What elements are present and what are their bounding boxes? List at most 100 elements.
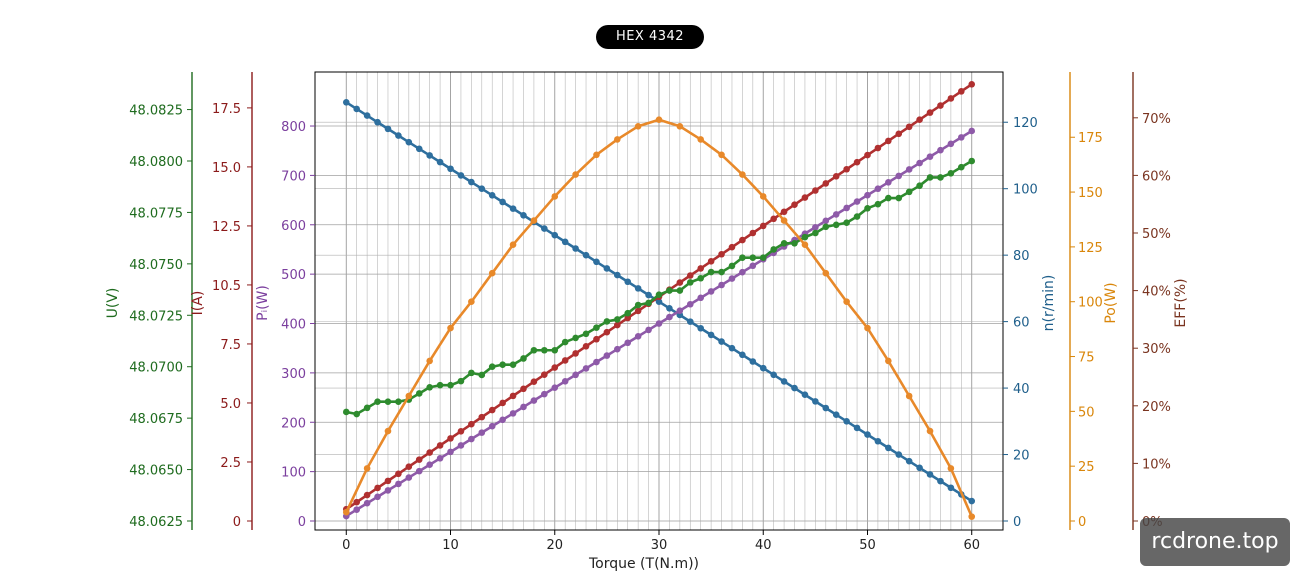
n-point (749, 358, 757, 365)
pi-point (384, 487, 392, 494)
u-point (853, 213, 861, 220)
i-point (530, 378, 538, 386)
pi-point (551, 384, 559, 391)
n-point (895, 451, 903, 458)
u-point (707, 268, 715, 276)
u-tick-label: 48.0625 (129, 515, 183, 530)
po-tick-label: 50 (1078, 405, 1095, 420)
i-point (968, 80, 976, 88)
po-point (780, 217, 788, 224)
po-point (447, 324, 454, 332)
n-point (509, 205, 517, 212)
pi-point (395, 480, 402, 488)
i-point (822, 180, 830, 187)
pi-point (926, 153, 934, 160)
x-tick-label: 30 (651, 538, 668, 553)
i-point (770, 215, 777, 223)
grid (315, 72, 1003, 530)
pi-point (541, 390, 548, 398)
po-point (801, 241, 809, 248)
u-point (801, 233, 809, 241)
n-point (707, 331, 715, 339)
pi-point (655, 320, 663, 327)
u-point (447, 381, 454, 389)
n-point (447, 165, 454, 173)
po-point (947, 465, 955, 472)
pi-tick-label: 700 (281, 169, 306, 184)
i-point (749, 229, 757, 237)
eff-tick-label: 70% (1142, 112, 1171, 127)
pi-tick-label: 0 (298, 515, 306, 530)
n-point (634, 285, 642, 292)
x-tick-label: 20 (546, 538, 563, 553)
pi-point (509, 410, 517, 417)
pi-point (488, 422, 496, 430)
u-point (561, 338, 569, 346)
u-axis-label: U(V) (105, 288, 121, 319)
n-point (968, 497, 976, 505)
po-tick-label: 0 (1078, 515, 1086, 530)
n-point (363, 112, 371, 119)
u-point (436, 381, 444, 389)
i-point (415, 456, 423, 463)
n-point (405, 138, 413, 146)
pi-point (916, 159, 923, 167)
n-point (603, 265, 611, 272)
i-tick-label: 5.0 (220, 397, 241, 412)
u-point (614, 316, 621, 323)
po-tick-label: 25 (1078, 460, 1095, 475)
pi-point (426, 461, 433, 469)
u-point (395, 398, 402, 405)
u-point (791, 239, 798, 247)
u-tick-label: 48.0700 (129, 361, 183, 376)
u-point (655, 291, 663, 299)
x-tick-label: 10 (442, 538, 459, 553)
i-point (780, 208, 788, 216)
x-tick-label: 0 (342, 538, 350, 553)
u-point (530, 346, 538, 354)
po-point (572, 171, 579, 178)
po-tick-label: 175 (1078, 131, 1103, 146)
n-point (541, 225, 548, 232)
n-point (822, 404, 830, 412)
eff-tick-label: 40% (1142, 285, 1171, 300)
i-point (457, 427, 465, 435)
pi-point (843, 204, 850, 212)
u-point (728, 262, 736, 270)
n-point (572, 245, 579, 252)
i-point (791, 201, 798, 208)
i-point (478, 413, 486, 421)
i-point (686, 272, 694, 279)
u-point (916, 182, 923, 189)
u-point (374, 398, 381, 405)
n-tick-label: 0 (1013, 515, 1021, 530)
po-point (843, 298, 850, 306)
eff-tick-label: 50% (1142, 227, 1171, 242)
n-point (488, 192, 496, 199)
n-tick-label: 40 (1013, 382, 1030, 397)
n-tick-label: 100 (1013, 183, 1038, 198)
n-point (478, 185, 486, 192)
n-point (593, 258, 600, 266)
pi-point (561, 377, 569, 385)
n-point (374, 118, 381, 126)
n-point (843, 418, 850, 425)
pi-point (499, 416, 506, 424)
u-point (895, 194, 903, 202)
pi-point (686, 300, 694, 308)
i-point (905, 123, 913, 131)
n-point (686, 318, 694, 325)
u-point (822, 223, 830, 231)
u-point (457, 377, 465, 385)
n-point (697, 324, 704, 332)
i-point (832, 173, 840, 180)
i-point (468, 420, 475, 428)
i-point (572, 350, 579, 357)
u-point (509, 361, 517, 368)
pi-point (572, 371, 579, 379)
n-point (426, 152, 433, 159)
u-tick-label: 48.0725 (129, 309, 183, 324)
pi-point (832, 211, 840, 218)
n-point (739, 351, 746, 359)
